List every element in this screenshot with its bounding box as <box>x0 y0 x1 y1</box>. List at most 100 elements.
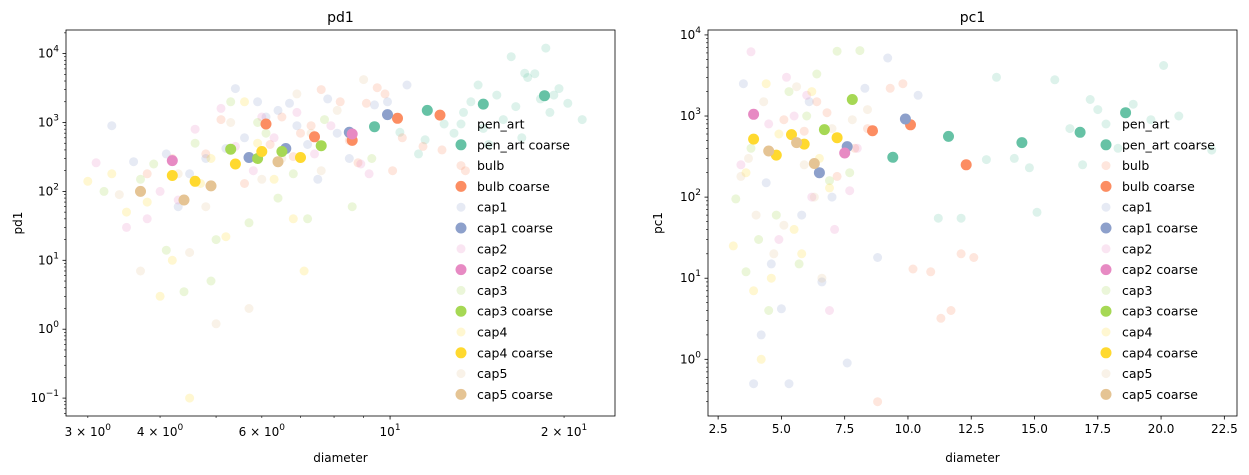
data-point <box>201 149 211 159</box>
data-point <box>825 176 834 186</box>
data-point <box>473 80 483 90</box>
series-cap5 <box>736 82 872 283</box>
data-point <box>764 119 774 129</box>
data-point <box>792 82 802 92</box>
data-point <box>802 111 812 121</box>
legend-marker <box>1100 264 1112 276</box>
legend-marker <box>456 202 466 212</box>
legend-label: bulb coarse <box>1122 179 1195 194</box>
tick-exponent: 0 <box>53 320 59 330</box>
data-point <box>577 115 587 125</box>
data-point <box>842 358 852 368</box>
coarse-point <box>295 152 306 163</box>
data-point <box>1078 160 1088 170</box>
legend-marker <box>456 119 466 129</box>
tick-base: 10 <box>38 47 53 61</box>
coarse-point <box>178 194 190 206</box>
data-point <box>206 154 216 163</box>
data-point <box>832 46 842 56</box>
data-point <box>185 169 195 179</box>
coarse-point <box>808 158 820 169</box>
legend-marker <box>1100 222 1112 234</box>
legend-label: cap2 coarse <box>477 262 553 277</box>
series-bulb <box>142 83 470 188</box>
data-point <box>383 97 392 107</box>
data-point <box>822 108 832 118</box>
data-point <box>779 115 789 125</box>
data-point <box>240 179 249 188</box>
data-point <box>769 249 779 259</box>
data-point <box>738 79 748 89</box>
coarse-point <box>166 170 178 181</box>
data-point <box>794 259 804 269</box>
coarse-point <box>846 94 858 105</box>
legend-label: cap4 <box>477 325 507 340</box>
tick-exponent: 3 <box>695 107 701 117</box>
data-point <box>353 158 363 168</box>
data-point <box>269 174 279 184</box>
data-point <box>530 69 540 79</box>
tick-exponent: 4 <box>53 45 59 55</box>
tick-mantissa: 2 <box>541 425 549 439</box>
data-point <box>114 190 124 200</box>
data-point <box>269 133 279 143</box>
legend-marker <box>1101 119 1111 129</box>
data-point <box>344 154 354 163</box>
tick-base: 10 <box>680 28 695 42</box>
data-point <box>807 87 817 97</box>
series-cap1 <box>107 80 412 212</box>
data-point <box>492 90 502 100</box>
data-point <box>420 135 430 145</box>
legend-label: cap1 coarse <box>477 221 553 236</box>
y-tick-label: 104 <box>680 26 701 42</box>
legend-label: cap2 coarse <box>1122 262 1198 277</box>
data-point <box>303 214 313 224</box>
data-point <box>107 169 117 179</box>
tick-base: 10 <box>264 425 279 439</box>
data-point <box>761 178 771 188</box>
data-point <box>908 264 918 274</box>
coarse-point <box>421 104 433 116</box>
legend-label: cap3 coarse <box>1122 304 1198 319</box>
data-point <box>885 83 895 93</box>
data-point <box>244 218 254 228</box>
legend-marker <box>456 244 466 254</box>
data-point <box>746 143 756 153</box>
data-point <box>852 143 862 153</box>
legend: pen_art pen_art coarse bulb bulb coarse cap1… <box>1100 117 1215 402</box>
legend-label: cap2 <box>477 241 507 256</box>
data-point <box>873 253 883 262</box>
legend-marker <box>1101 161 1111 171</box>
data-point <box>299 266 309 276</box>
coarse-point <box>748 133 760 145</box>
data-point <box>809 192 819 202</box>
x-axis-label: diameter <box>945 451 999 465</box>
data-point <box>310 149 319 159</box>
coarse-point <box>369 121 380 133</box>
coarse-point <box>392 112 403 124</box>
data-point <box>216 103 226 113</box>
data-point <box>817 273 827 283</box>
legend-marker <box>456 369 466 379</box>
data-point <box>316 166 326 176</box>
data-point <box>265 140 275 149</box>
data-points <box>83 43 587 403</box>
tick-exponent: −1 <box>46 389 59 399</box>
data-point <box>201 202 211 212</box>
tick-base: 10 <box>680 352 695 366</box>
coarse-point <box>813 167 825 179</box>
coarse-point <box>346 128 358 140</box>
legend-label: cap5 coarse <box>477 387 553 402</box>
x-tick-label: 10.0 <box>895 422 922 436</box>
data-point <box>736 171 746 181</box>
data-point <box>1093 105 1103 115</box>
data-point <box>356 159 366 169</box>
series-cap2 <box>736 47 862 315</box>
data-point <box>332 128 342 138</box>
legend-label: bulb <box>1122 158 1149 173</box>
tick-exponent: 2 <box>53 182 59 192</box>
data-point <box>418 141 428 151</box>
tick-base: 10 <box>566 425 581 439</box>
data-point <box>764 306 774 315</box>
data-point <box>825 183 834 193</box>
